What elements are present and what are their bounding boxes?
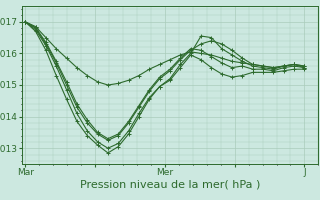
X-axis label: Pression niveau de la mer( hPa ): Pression niveau de la mer( hPa ) [80, 180, 260, 190]
